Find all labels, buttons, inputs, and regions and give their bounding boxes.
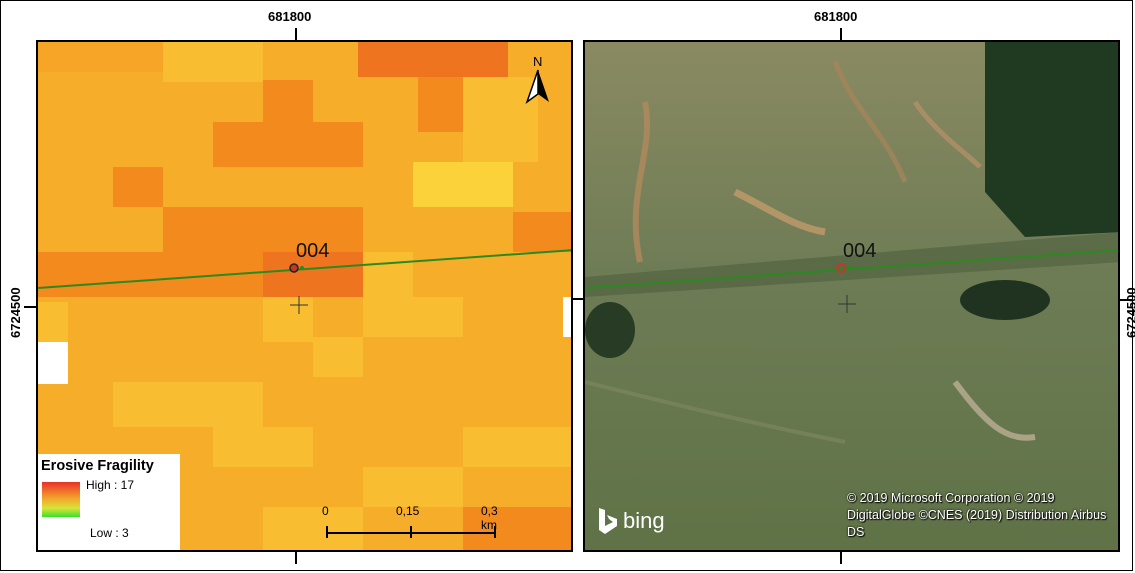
point-label: 004 (296, 240, 330, 262)
bing-wordmark: bing (623, 508, 665, 533)
tree-cluster (960, 280, 1050, 320)
northing-label-right: 6724500 (1124, 287, 1135, 338)
raster-cell (263, 80, 313, 125)
raster-cell (413, 162, 513, 207)
imagery-attribution: © 2019 Microsoft Corporation © 2019 Digi… (847, 491, 1107, 539)
legend-high-label: High : 17 (86, 478, 135, 492)
transect-line (585, 249, 1118, 289)
raster-cell (38, 302, 68, 342)
raster-cell (113, 167, 163, 207)
raster-cell-nodata (38, 342, 68, 384)
scale-tick (326, 526, 328, 538)
dirt-track (585, 380, 846, 444)
scale-tick (410, 526, 412, 538)
scale-label-end: 0,3 km (481, 504, 498, 532)
sample-point (836, 263, 846, 273)
easting-label-right: 681800 (814, 9, 858, 24)
raster-cell (463, 77, 538, 162)
legend-low-label: Low : 3 (90, 526, 129, 540)
transect-line (38, 249, 571, 289)
point-label: 004 (843, 240, 877, 262)
easting-tick-left (295, 28, 297, 40)
raster-cell (38, 42, 163, 72)
easting-label-left: 681800 (268, 9, 312, 24)
legend-color-ramp (42, 482, 80, 517)
raster-cell (363, 467, 463, 507)
raster-cell (363, 252, 413, 297)
easting-tick-right (840, 28, 842, 40)
raster-cell (263, 507, 363, 550)
raster-cell (213, 122, 363, 167)
raster-cell (163, 42, 263, 82)
erosion-gully (952, 380, 1036, 441)
raster-cell-nodata (563, 297, 571, 337)
erosion-gully (832, 61, 908, 183)
raster-cell (263, 252, 363, 297)
raster-cell (463, 507, 571, 550)
road-corridor (585, 232, 1118, 297)
north-arrow-label: N (533, 54, 543, 69)
scale-label-0: 0 (322, 504, 329, 518)
raster-cell (418, 77, 463, 132)
forest-area (985, 42, 1118, 237)
bing-logo: bing (597, 508, 665, 534)
legend-title: Erosive Fragility (41, 458, 154, 474)
line-vertex (300, 266, 304, 270)
easting-tick-bottom-right (840, 552, 842, 564)
northing-tick-left (24, 306, 36, 308)
easting-tick-bottom-left (295, 552, 297, 564)
scale-label-mid: 0,15 (396, 504, 420, 518)
raster-cell (313, 337, 363, 377)
northing-label-left: 6724500 (8, 287, 23, 338)
northing-tick-right (1120, 299, 1132, 301)
erosion-gully (733, 188, 826, 236)
satellite-imagery (585, 42, 1118, 550)
map-overlay (38, 249, 571, 314)
erosion-gully (912, 100, 982, 169)
raster-cell (358, 42, 508, 77)
satellite-map[interactable]: 004 bing © 2019 Microsoft Corporation © … (583, 40, 1120, 552)
legend: Erosive Fragility High : 17 Low : 3 (38, 454, 180, 550)
northing-tick-mid (572, 298, 584, 300)
raster-cell (463, 427, 571, 467)
north-arrow: N (523, 54, 553, 105)
sample-point (289, 263, 299, 273)
raster-cell (113, 382, 263, 427)
tree-cluster (585, 302, 635, 358)
raster-cell (513, 212, 571, 252)
raster-cell (163, 207, 363, 252)
bing-icon (599, 508, 617, 534)
north-arrow-icon (525, 69, 549, 105)
scale-tick (494, 526, 496, 538)
line-vertex (847, 266, 851, 270)
erosion-gully (632, 101, 651, 263)
scale-bar: 0 0,15 0,3 km (273, 504, 508, 544)
raster-cell (363, 297, 463, 337)
erosive-fragility-map[interactable]: 004 N Erosive Fragility High : 17 Low : … (36, 40, 573, 552)
raster-cell (213, 427, 313, 467)
